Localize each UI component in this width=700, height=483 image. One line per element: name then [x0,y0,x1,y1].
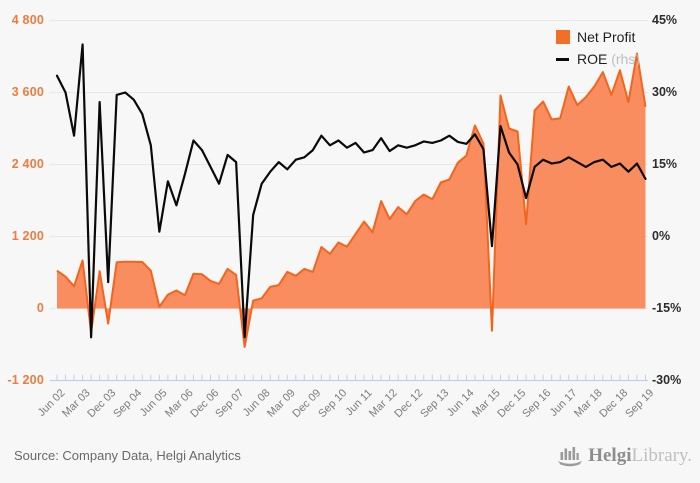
source-text: Source: Company Data, Helgi Analytics [14,448,241,463]
right-axis-tick-label: -15% [652,300,682,315]
legend-rhs-suffix: (rhs) [611,51,641,67]
left-axis-tick-label: 2 400 [11,156,44,171]
roe-line-swatch-icon [556,57,569,61]
right-axis-tick-label: 45% [652,12,678,27]
left-axis-tick-label: 0 [36,300,44,315]
legend: Net Profit ROE (rhs) [556,29,640,73]
logo-library: Library. [631,445,693,466]
roe-line [55,43,647,339]
helgi-logo-icon [558,447,583,467]
left-axis-tick-label: 1 200 [11,228,44,243]
helgi-library-logo: HelgiLibrary. [557,444,692,468]
net-profit-area [57,53,646,347]
right-axis-tick-label: 30% [652,84,678,99]
logo-helgi: Helgi [588,445,632,466]
net-profit-line [56,52,647,348]
legend-item-net-profit: Net Profit [556,29,640,45]
legend-net-profit-label: Net Profit [577,29,636,45]
legend-roe-label: ROE (rhs) [577,51,641,67]
right-axis-tick-label: 15% [652,156,678,171]
right-axis-tick-label: 0% [652,228,671,243]
net-profit-swatch-icon [556,30,570,44]
left-axis-tick-label: 3 600 [11,84,44,99]
left-axis-tick-label: -1 200 [7,372,44,387]
legend-item-roe: ROE (rhs) [556,51,640,67]
left-axis-tick-label: 4 800 [11,12,44,27]
right-axis-tick-label: -30% [652,372,682,387]
